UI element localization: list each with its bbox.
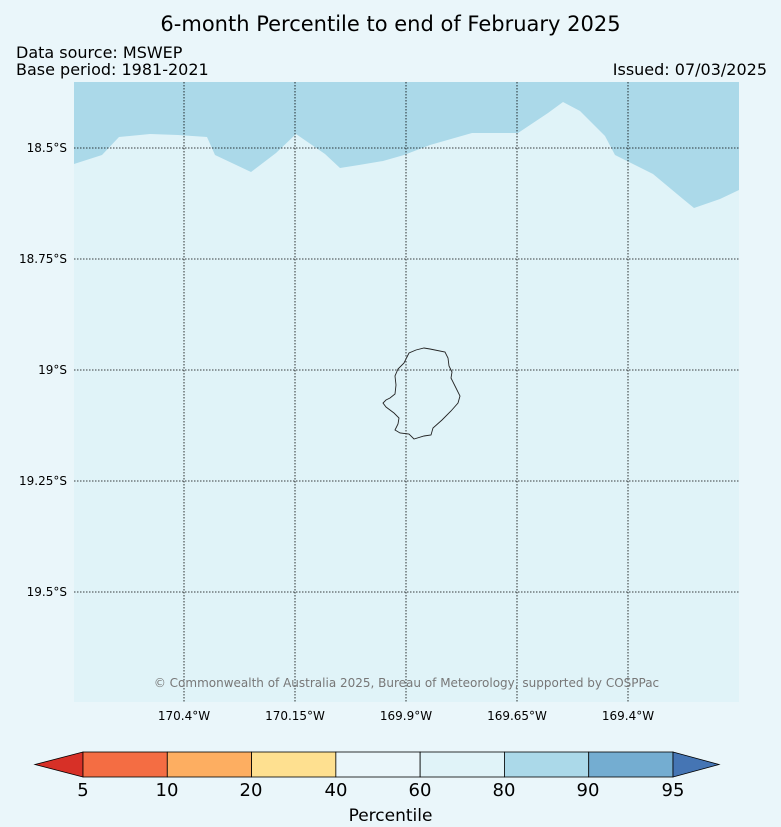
colorbar-swatch-40-60 xyxy=(335,751,421,778)
colorbar-swatch-80-90 xyxy=(504,751,590,778)
percentile-80-90-region xyxy=(74,82,739,208)
colorbar xyxy=(33,751,721,778)
colorbar-swatch-gt95 xyxy=(672,751,721,778)
lat-label-19-5: 19.5°S xyxy=(26,585,67,599)
colorbar-tick-90: 90 xyxy=(576,780,600,801)
issued-date-label: Issued: 07/03/2025 xyxy=(612,60,767,79)
colorbar-tick-5: 5 xyxy=(77,780,89,801)
colorbar-tick-95: 95 xyxy=(661,780,685,801)
colorbar-tick-40: 40 xyxy=(324,780,348,801)
lon-label-169-4: 169.4°W xyxy=(601,709,655,723)
lon-label-170-15: 170.15°W xyxy=(265,709,325,723)
colorbar-swatch-90-95 xyxy=(588,751,674,778)
colorbar-swatch-60-80 xyxy=(419,751,505,778)
lat-label-19-25: 19.25°S xyxy=(19,474,67,488)
base-period-label: Base period: 1981-2021 xyxy=(16,60,209,79)
map-title: 6-month Percentile to end of February 20… xyxy=(160,12,621,36)
copyright-notice: © Commonwealth of Australia 2025, Bureau… xyxy=(153,676,660,690)
lat-label-18-5: 18.5°S xyxy=(26,141,67,155)
lat-label-18-75: 18.75°S xyxy=(19,252,67,266)
colorbar-tick-80: 80 xyxy=(492,780,516,801)
colorbar-tick-60: 60 xyxy=(408,780,432,801)
colorbar-swatch-5-10 xyxy=(82,751,168,778)
niue-coastline xyxy=(382,347,461,440)
colorbar-swatch-10-20 xyxy=(166,751,252,778)
colorbar-tick-10: 10 xyxy=(155,780,179,801)
colorbar-swatch-20-40 xyxy=(251,751,337,778)
colorbar-tick-20: 20 xyxy=(239,780,263,801)
map-background xyxy=(74,82,739,702)
map-gridlines xyxy=(74,82,739,702)
lon-label-170-4: 170.4°W xyxy=(157,709,211,723)
colorbar-title: Percentile xyxy=(348,806,433,826)
lon-label-169-9: 169.9°W xyxy=(379,709,433,723)
data-source-label: Data source: MSWEP xyxy=(16,43,183,62)
lon-label-169-65: 169.65°W xyxy=(487,709,547,723)
lat-label-19: 19°S xyxy=(38,363,67,377)
colorbar-swatch-lt5 xyxy=(33,751,84,778)
